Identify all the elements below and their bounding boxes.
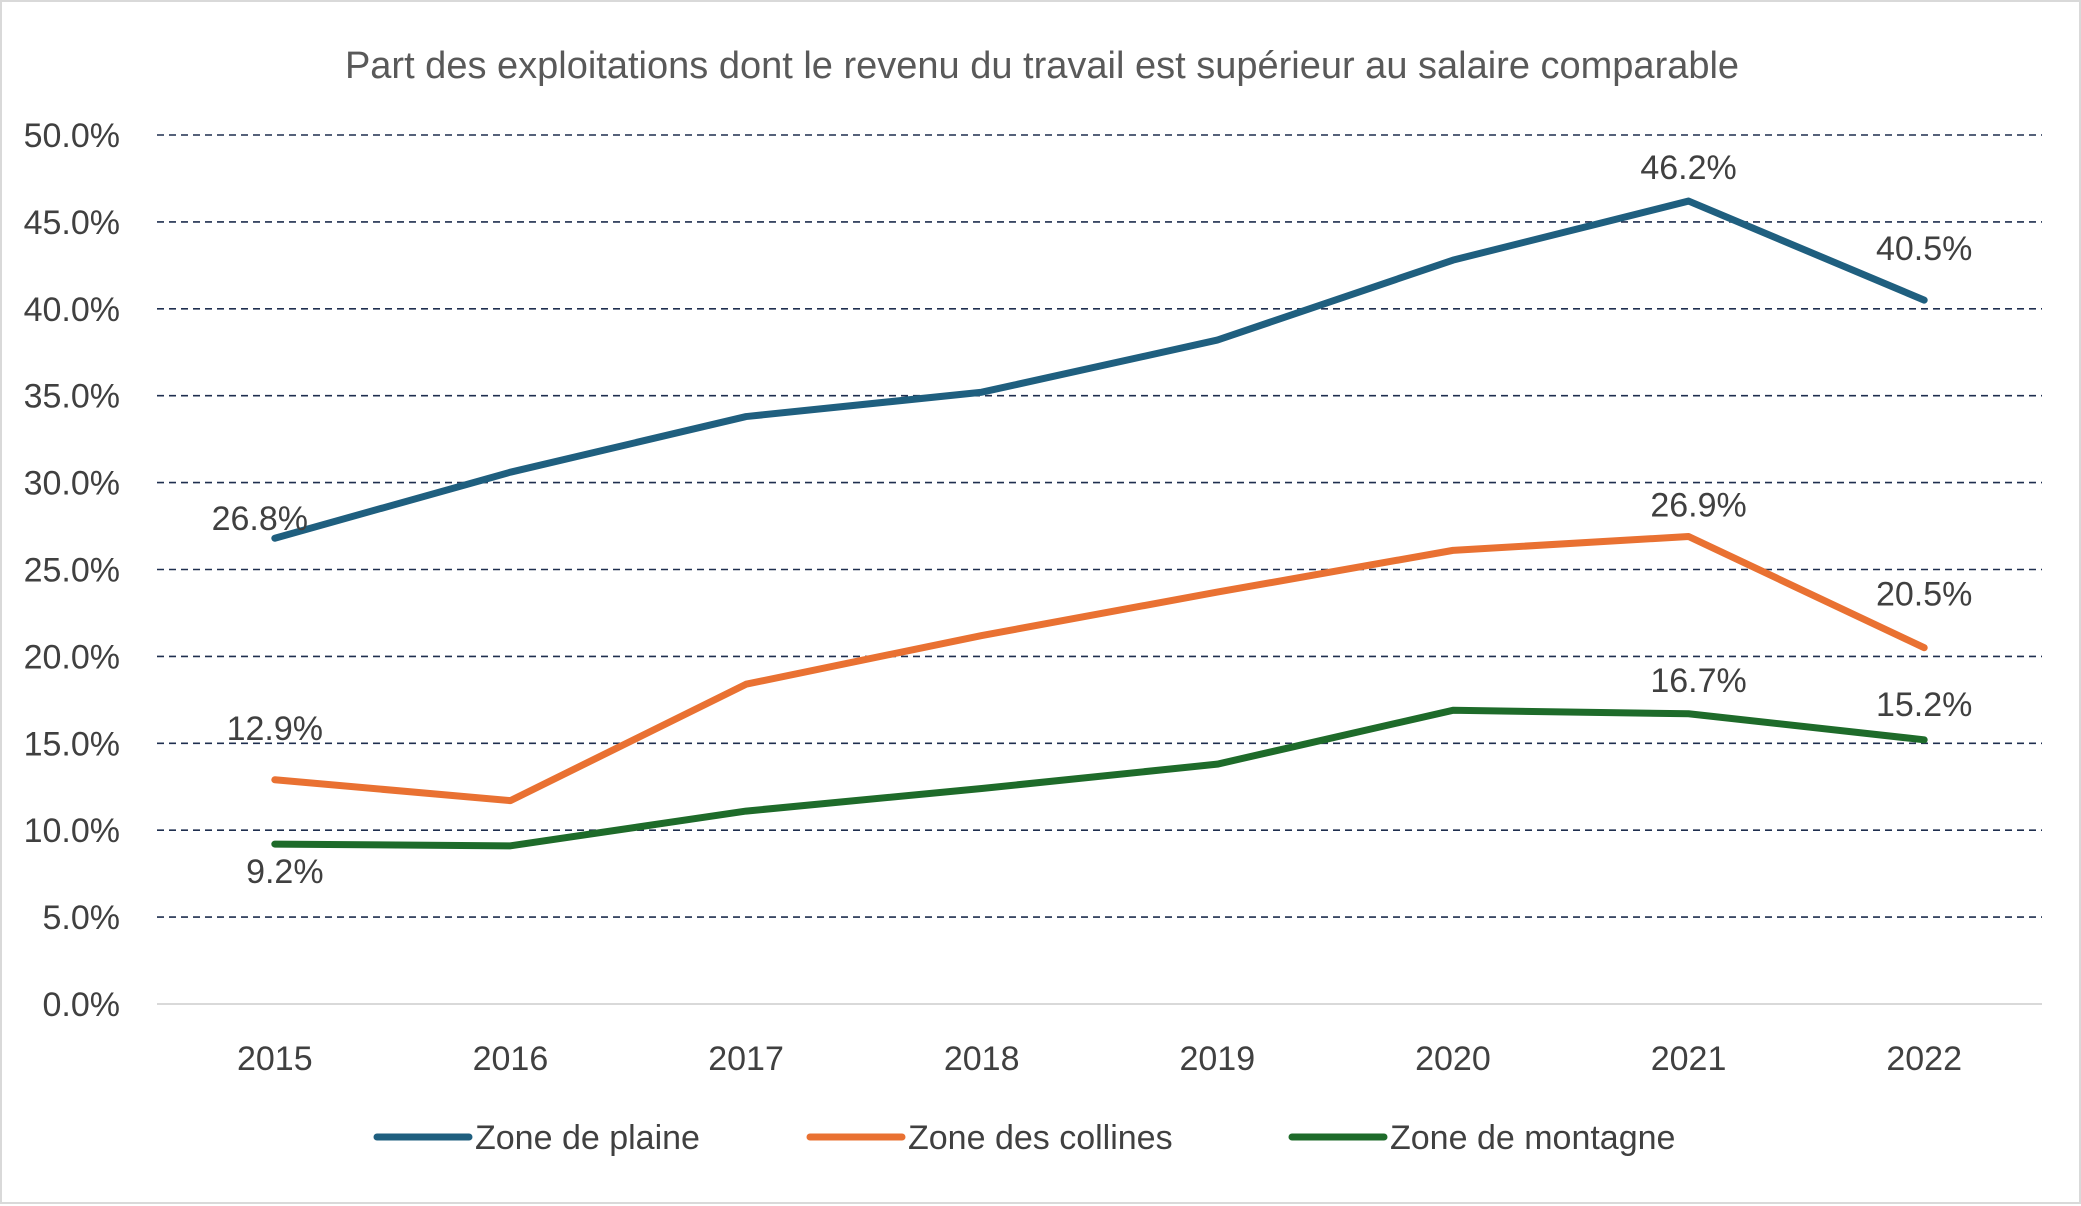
y-axis-tick-labels: 0.0% 5.0% 10.0% 15.0% 20.0% 25.0% 30.0% 35.0% 40… — [24, 117, 120, 1024]
series-line-2 — [271, 532, 1928, 805]
legend-label: Zone de plaine — [475, 1119, 700, 1157]
x-tick-label: 2017 — [708, 1040, 784, 1078]
y-tick-label: 0.0% — [43, 986, 121, 1024]
data-label: 26.8% — [212, 500, 308, 538]
data-label: 16.7% — [1650, 662, 1746, 700]
legend-label: Zone des collines — [908, 1119, 1173, 1157]
y-tick-label: 20.0% — [24, 638, 120, 676]
data-label: 26.9% — [1650, 486, 1746, 524]
data-label: 20.5% — [1876, 576, 1972, 614]
y-tick-label: 30.0% — [24, 465, 120, 503]
series-lines — [271, 197, 1928, 850]
y-tick-label: 35.0% — [24, 378, 120, 416]
chart-title: Part des exploitations dont le revenu du… — [345, 45, 1739, 87]
x-tick-label: 2022 — [1886, 1040, 1962, 1078]
x-tick-label: 2015 — [237, 1040, 313, 1078]
y-tick-label: 40.0% — [24, 291, 120, 329]
data-label: 9.2% — [246, 853, 324, 891]
data-label: 46.2% — [1640, 149, 1736, 187]
data-label: 12.9% — [227, 710, 323, 748]
y-tick-label: 45.0% — [24, 204, 120, 242]
y-tick-label: 10.0% — [24, 812, 120, 850]
x-tick-label: 2020 — [1415, 1040, 1491, 1078]
x-tick-label: 2016 — [473, 1040, 549, 1078]
y-tick-label: 15.0% — [24, 725, 120, 763]
data-label: 15.2% — [1876, 686, 1972, 724]
legend: Zone de plaine Zone des collines Zone de m… — [373, 1119, 1675, 1157]
data-labels: 26.8% 46.2% 40.5% 12.9% 26.9% 20.5% 9.2% 16.7% 1… — [212, 149, 1973, 891]
series-line-1 — [271, 197, 1928, 542]
data-label: 40.5% — [1876, 230, 1972, 268]
x-tick-label: 2018 — [944, 1040, 1020, 1078]
y-tick-label: 5.0% — [43, 899, 121, 937]
legend-label: Zone de montagne — [1390, 1119, 1675, 1157]
x-axis-tick-labels: 2015 2016 2017 2018 2019 2020 2021 2022 — [237, 1040, 1962, 1078]
y-tick-label: 25.0% — [24, 552, 120, 590]
x-tick-label: 2019 — [1179, 1040, 1255, 1078]
x-tick-label: 2021 — [1651, 1040, 1727, 1078]
series-line-3 — [271, 706, 1928, 850]
y-tick-label: 50.0% — [24, 117, 120, 155]
